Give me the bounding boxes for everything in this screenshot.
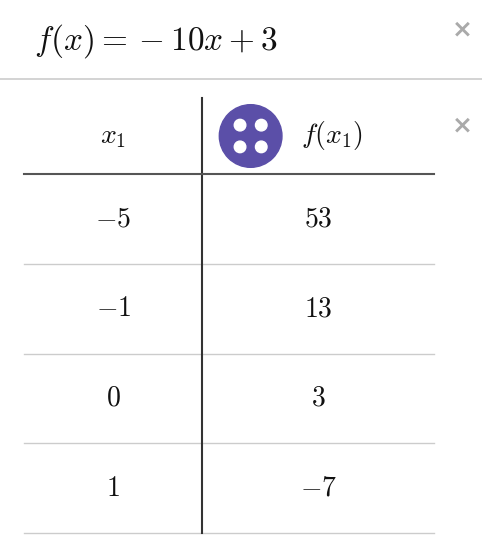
Text: $f(x_1)$: $f(x_1)$ <box>301 120 363 152</box>
Text: $-5$: $-5$ <box>95 206 131 232</box>
Ellipse shape <box>255 119 267 131</box>
Text: $3$: $3$ <box>311 385 325 412</box>
Ellipse shape <box>234 141 246 153</box>
Ellipse shape <box>234 119 246 131</box>
Text: $13$: $13$ <box>304 295 333 322</box>
Text: ×: × <box>452 18 473 42</box>
Text: $0$: $0$ <box>106 385 120 412</box>
Text: $53$: $53$ <box>304 206 333 232</box>
Ellipse shape <box>219 104 282 168</box>
Text: $-1$: $-1$ <box>95 295 131 322</box>
Ellipse shape <box>255 141 267 153</box>
Text: $f(x) = -10x + 3$: $f(x) = -10x + 3$ <box>34 22 277 60</box>
Text: $1$: $1$ <box>107 475 120 502</box>
Text: $x_1$: $x_1$ <box>100 122 126 150</box>
Text: $-7$: $-7$ <box>300 475 336 502</box>
Text: ×: × <box>452 113 473 137</box>
